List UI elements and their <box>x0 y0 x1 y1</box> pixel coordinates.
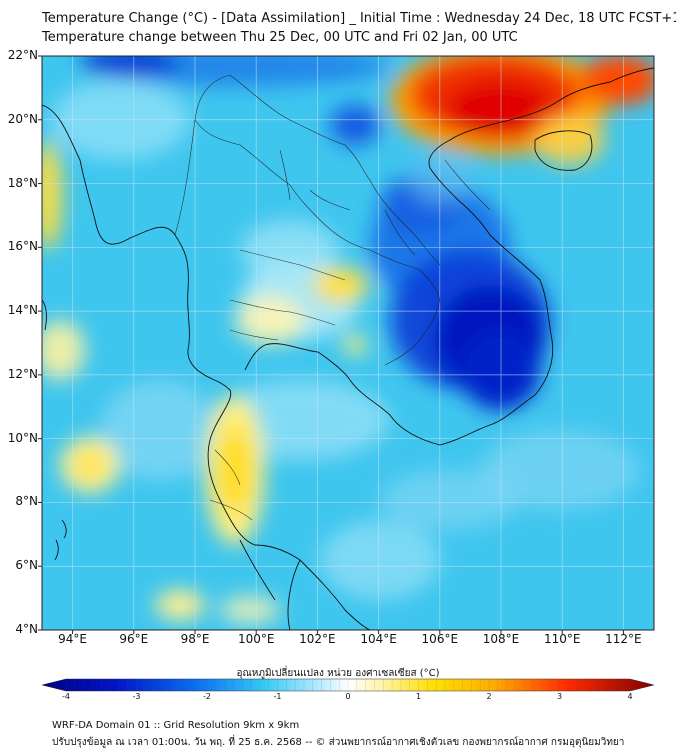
chart-title-line2: Temperature change between Thu 25 Dec, 0… <box>42 30 518 45</box>
colorbar-tick-label: 2 <box>486 692 492 701</box>
lon-label: 110°E <box>543 632 581 646</box>
lon-label: 96°E <box>119 632 149 646</box>
lat-label: 8°N <box>15 494 38 509</box>
colorbar-tick-label: -3 <box>132 692 141 701</box>
lon-label: 102°E <box>299 632 336 646</box>
colorbar-tick-label: 4 <box>627 692 633 701</box>
colorbar-title: อุณหภูมิเปลี่ยนแปลง หน่วย องศาเซลเซียส (… <box>236 668 440 679</box>
lon-label: 108°E <box>482 632 520 646</box>
lon-label: 100°E <box>237 632 275 646</box>
lat-label: 12°N <box>7 366 38 381</box>
lat-label: 10°N <box>7 430 38 445</box>
lon-label: 94°E <box>58 632 88 646</box>
lat-label: 16°N <box>7 239 38 254</box>
colorbar-tick-label: 3 <box>556 692 563 701</box>
gridlines <box>42 56 654 630</box>
colorbar-tick-label: -1 <box>273 692 282 701</box>
lat-label: 6°N <box>15 558 38 573</box>
colorbar-tick-label: 0 <box>345 692 351 701</box>
chart-title-line1: Temperature Change (°C) - [Data Assimila… <box>42 11 676 26</box>
lat-label: 14°N <box>7 303 38 318</box>
lon-label: 106°E <box>421 632 459 646</box>
lat-label: 4°N <box>15 622 38 636</box>
lon-label: 104°E <box>360 632 397 646</box>
anomaly-field <box>42 56 654 624</box>
lat-label: 22°N <box>7 48 38 62</box>
colorbar-tick-label: 1 <box>415 692 422 701</box>
lat-label: 20°N <box>7 111 38 126</box>
map-frame <box>41 55 655 631</box>
borders <box>174 74 491 521</box>
lon-label: 112°E <box>605 632 642 646</box>
colorbar-tick-label: -4 <box>62 692 70 701</box>
footer-model-info: WRF-DA Domain 01 :: Grid Resolution 9km … <box>52 720 300 731</box>
axis-ticks <box>38 55 624 634</box>
lat-label: 18°N <box>7 175 38 190</box>
colorbar <box>41 678 655 692</box>
footer-update-info: ปรับปรุงข้อมูล ณ เวลา 01:00น. วัน พฤ. ที… <box>52 737 625 748</box>
lon-label: 98°E <box>180 632 210 646</box>
coastlines <box>42 67 654 630</box>
colorbar-tick-label: -2 <box>203 692 211 701</box>
